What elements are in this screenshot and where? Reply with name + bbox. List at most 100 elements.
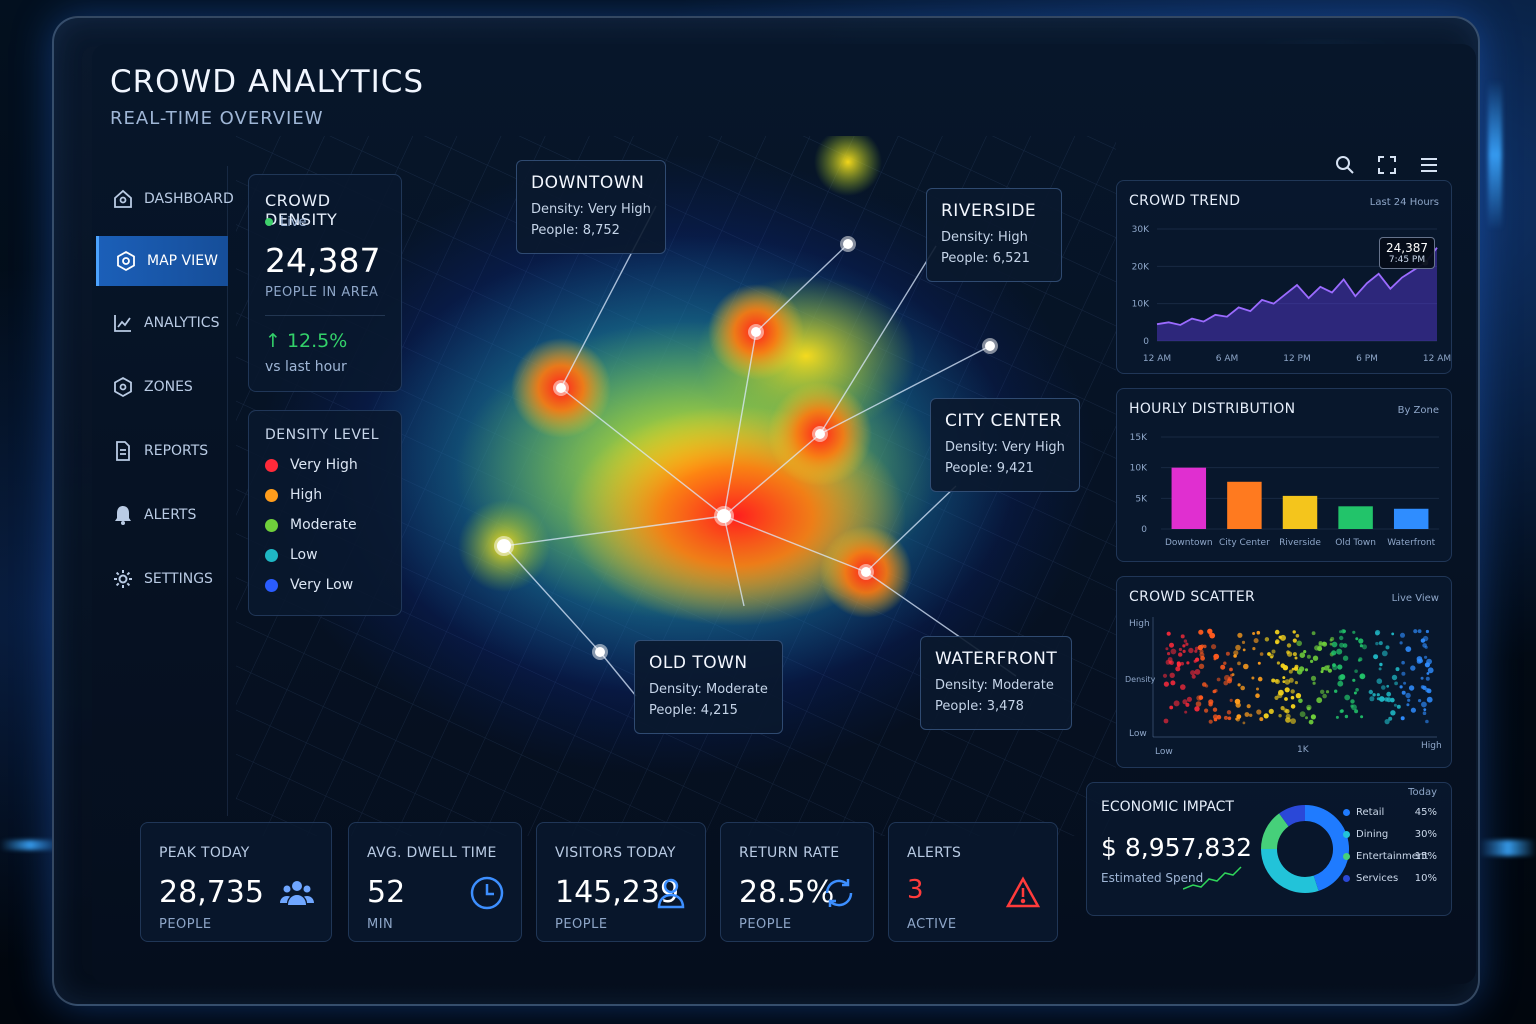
stat-unit: PEOPLE	[739, 917, 792, 932]
stat-card-alerts[interactable]: ALERTS 3 ACTIVE	[888, 822, 1058, 942]
very-low-swatch	[265, 578, 278, 592]
zone-card-riverside[interactable]: RIVERSIDE Density: High People: 6,521	[926, 188, 1062, 282]
scatter-point	[1167, 652, 1171, 656]
menu-icon[interactable]	[1418, 154, 1440, 176]
refresh-icon	[825, 879, 853, 907]
scatter-point	[1425, 719, 1429, 724]
home-icon	[114, 189, 132, 208]
scatter-point	[1354, 669, 1358, 673]
scatter-point	[1269, 653, 1274, 659]
zone-card-old-town[interactable]: OLD TOWN Density: Moderate People: 4,215	[634, 640, 783, 734]
scatter-point	[1169, 642, 1174, 648]
zone-card-city-center[interactable]: CITY CENTER Density: Very High People: 9…	[930, 398, 1080, 492]
scatter-point	[1223, 715, 1228, 720]
low-swatch	[265, 548, 278, 562]
x-tick-label: 12 AM	[1143, 354, 1171, 364]
scatter-point	[1421, 701, 1427, 708]
zone-density: Density: Moderate	[935, 678, 1054, 693]
x-axis-mid: 1K	[1297, 745, 1309, 755]
sidebar-item-zones[interactable]: ZONES	[96, 362, 228, 412]
trend-chart[interactable]: 0 10K 20K 30K 12 AM 6 AM 12 PM 6 PM 12 AM	[1117, 181, 1453, 375]
scatter-point	[1244, 712, 1250, 717]
scatter-point	[1182, 644, 1186, 648]
sidebar-item-dashboard[interactable]: DASHBOARD	[96, 174, 234, 224]
scatter-point	[1282, 676, 1286, 680]
scatter-point	[1337, 664, 1343, 670]
scatter-point	[1194, 669, 1201, 675]
scatter-point	[1393, 703, 1397, 707]
economic-row: Services	[1343, 873, 1398, 884]
scatter-point	[1390, 710, 1396, 716]
scatter-point	[1216, 677, 1221, 682]
scatter-point	[1249, 713, 1253, 717]
sidebar-item-reports[interactable]: REPORTS	[96, 426, 228, 476]
scatter-chart[interactable]	[1117, 577, 1453, 769]
scatter-point	[1213, 653, 1220, 660]
zone-card-downtown[interactable]: DOWNTOWN Density: Very High People: 8,75…	[516, 160, 666, 254]
sidebar-item-analytics[interactable]: ANALYTICS	[96, 298, 228, 348]
scatter-point	[1303, 650, 1307, 654]
zone-name: RIVERSIDE	[941, 201, 1037, 221]
bar	[1338, 506, 1373, 529]
sidebar-item-map-view[interactable]: MAP VIEW	[96, 236, 228, 286]
legend-item: Low	[265, 547, 318, 563]
zone-name: CITY CENTER	[945, 411, 1062, 431]
zone-people: People: 6,521	[941, 251, 1030, 266]
scatter-point	[1339, 630, 1342, 634]
search-icon[interactable]	[1334, 154, 1356, 176]
zone-name: DOWNTOWN	[531, 173, 645, 193]
scatter-point	[1256, 709, 1262, 715]
y-tick-label: 15K	[1130, 433, 1148, 443]
scatter-point	[1212, 714, 1218, 720]
scatter-point	[1362, 644, 1367, 650]
scatter-point	[1185, 642, 1189, 646]
scatter-point	[1327, 664, 1330, 668]
scatter-point	[1295, 634, 1300, 638]
scatter-point	[1426, 696, 1433, 703]
scatter-point	[1422, 711, 1427, 715]
scatter-point	[1188, 647, 1194, 654]
legend-label: Very High	[290, 457, 358, 473]
scatter-point	[1242, 648, 1246, 652]
zone-people: People: 4,215	[649, 703, 738, 718]
scatter-point	[1235, 702, 1241, 708]
scatter-point	[1401, 660, 1405, 665]
y-tick-label: 10K	[1130, 464, 1148, 474]
gear-icon	[114, 570, 132, 588]
stat-label: ALERTS	[907, 845, 962, 861]
scatter-point	[1175, 666, 1181, 672]
donut-slice	[1261, 813, 1289, 850]
toolbar	[1334, 154, 1440, 176]
scatter-point	[1378, 696, 1385, 702]
scatter-point	[1220, 664, 1226, 670]
scatter-point	[1283, 708, 1288, 713]
economic-period: Today	[1408, 787, 1437, 798]
scatter-point	[1426, 658, 1432, 665]
scatter-point	[1310, 675, 1317, 681]
density-value: 24,387	[265, 241, 381, 280]
scatter-point	[1229, 698, 1233, 702]
scatter-point	[1284, 687, 1290, 693]
zone-card-waterfront[interactable]: WATERFRONT Density: Moderate People: 3,4…	[920, 636, 1073, 730]
scatter-point	[1378, 667, 1382, 671]
scatter-point	[1401, 671, 1406, 676]
panel-subtitle: Live View	[1391, 593, 1439, 604]
tooltip-time: 7:45 PM	[1388, 255, 1426, 265]
scatter-point	[1344, 694, 1351, 701]
scatter-point	[1417, 629, 1422, 634]
bar-chart[interactable]: 0 5K 10K 15K Downtown City Center Riverside Old…	[1117, 389, 1453, 563]
fullscreen-icon[interactable]	[1376, 154, 1398, 176]
scatter-point	[1223, 680, 1229, 686]
scatter-point	[1339, 642, 1345, 648]
scatter-point	[1199, 652, 1205, 658]
spend-donut-chart[interactable]	[1257, 801, 1353, 897]
scatter-point	[1312, 681, 1316, 685]
legend-item: High	[265, 487, 322, 503]
scatter-point	[1285, 713, 1291, 719]
scatter-point	[1390, 697, 1395, 703]
scatter-point	[1337, 680, 1344, 687]
sidebar-item-alerts[interactable]: ALERTS	[96, 490, 228, 540]
scatter-point	[1327, 668, 1332, 673]
scatter-point	[1163, 681, 1169, 687]
sidebar-item-settings[interactable]: SETTINGS	[96, 554, 228, 604]
